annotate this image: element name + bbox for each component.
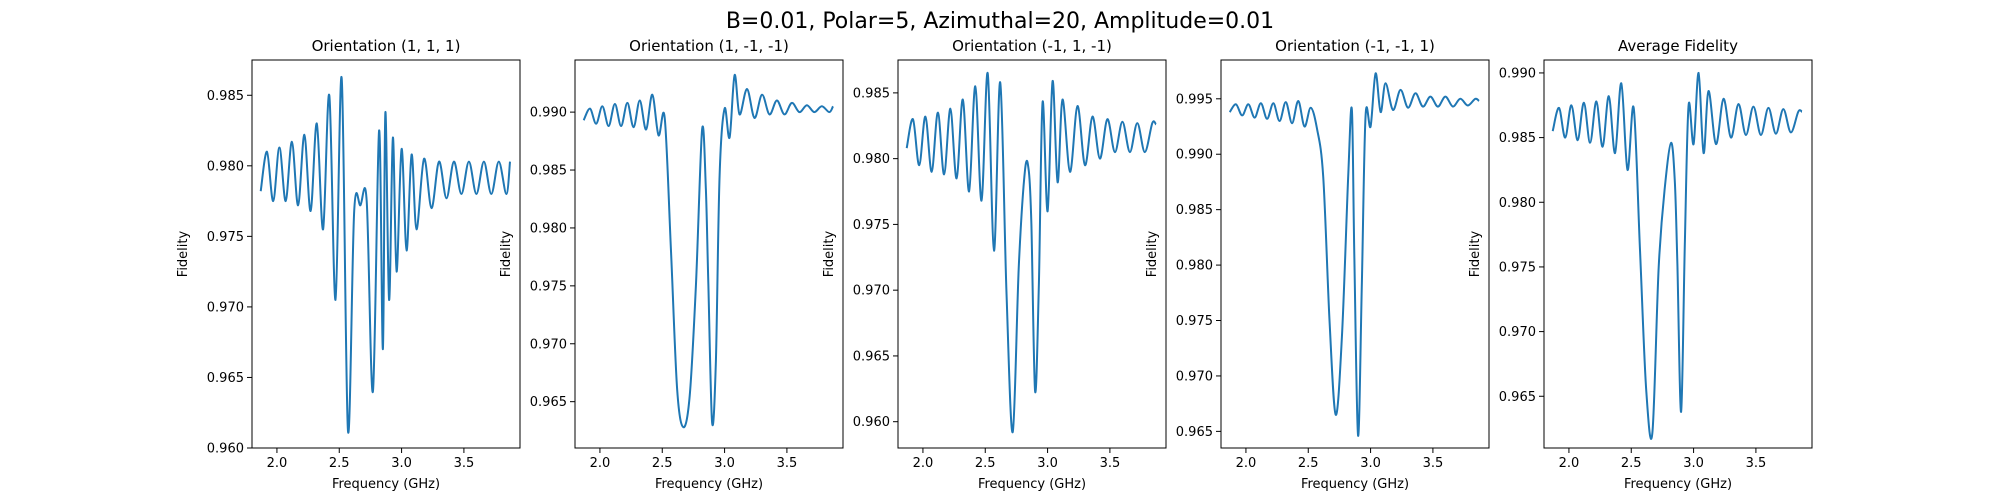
x-axis-label: Frequency (GHz): [1301, 477, 1409, 492]
y-tick-label: 0.965: [530, 395, 567, 410]
y-axis-label: Fidelity: [1468, 230, 1483, 277]
figure-suptitle: B=0.01, Polar=5, Azimuthal=20, Amplitude…: [726, 9, 1274, 34]
x-tick-label: 2.0: [267, 456, 288, 471]
y-tick-label: 0.965: [1176, 425, 1213, 440]
y-tick-label: 0.985: [530, 164, 567, 179]
series-line: [905, 72, 1157, 434]
x-tick-label: 2.5: [652, 456, 673, 471]
subplot-title: Orientation (-1, 1, -1): [952, 37, 1112, 55]
y-tick-label: 0.995: [1176, 92, 1213, 107]
y-tick-label: 0.960: [207, 442, 244, 457]
subplot-4: Orientation (-1, -1, 1) 2.0 2.5 3.0 3.5 0.965…: [1145, 37, 1490, 492]
y-axis-label: Fidelity: [1145, 230, 1160, 277]
y-tick-label: 0.980: [1176, 259, 1213, 274]
y-tick-label: 0.985: [1176, 203, 1213, 218]
subplot-title: Orientation (1, -1, -1): [629, 37, 789, 55]
y-axis-label: Fidelity: [499, 230, 514, 277]
y-tick-label: 0.980: [1499, 196, 1536, 211]
x-axis-label: Frequency (GHz): [332, 477, 440, 492]
y-tick-label: 0.960: [853, 415, 890, 430]
series-line: [1228, 72, 1480, 437]
x-tick-label: 2.5: [975, 456, 996, 471]
y-tick-label: 0.980: [207, 159, 244, 174]
y-tick-label: 0.980: [530, 221, 567, 236]
subplot-title: Average Fidelity: [1618, 37, 1738, 55]
y-tick-label: 0.985: [1499, 131, 1536, 146]
series-line: [582, 74, 834, 429]
x-tick-label: 3.0: [391, 456, 412, 471]
x-tick-label: 3.5: [1746, 456, 1767, 471]
subplot-grid: Orientation (1, 1, 1) 2.0 2.5 3.0 3.5 0.960 0.…: [176, 37, 1813, 492]
x-tick-label: 3.5: [1100, 456, 1121, 471]
y-tick-label: 0.965: [853, 349, 890, 364]
y-tick-label: 0.985: [853, 86, 890, 101]
x-tick-label: 2.0: [1559, 456, 1580, 471]
axes-frame: [251, 59, 521, 449]
y-tick-label: 0.970: [1176, 369, 1213, 384]
y-tick-label: 0.970: [1499, 325, 1536, 340]
subplot-2: Orientation (1, -1, -1) 2.0 2.5 3.0 3.5 0.965…: [499, 37, 844, 492]
axes-frame: [1543, 59, 1813, 449]
y-axis-label: Fidelity: [822, 230, 837, 277]
y-tick-label: 0.975: [1499, 260, 1536, 275]
y-tick-label: 0.970: [853, 284, 890, 299]
x-tick-label: 2.5: [329, 456, 350, 471]
x-axis-label: Frequency (GHz): [978, 477, 1086, 492]
y-tick-label: 0.990: [1499, 66, 1536, 81]
x-tick-label: 2.0: [590, 456, 611, 471]
series-line: [1551, 71, 1803, 440]
series-line: [259, 76, 511, 434]
x-tick-label: 2.0: [1236, 456, 1257, 471]
subplot-3: Orientation (-1, 1, -1) 2.0 2.5 3.0 3.5 0.960…: [822, 37, 1167, 492]
subplot-1: Orientation (1, 1, 1) 2.0 2.5 3.0 3.5 0.960 0.…: [176, 37, 521, 492]
axes-frame: [897, 59, 1167, 449]
y-tick-label: 0.975: [853, 218, 890, 233]
x-tick-label: 3.5: [1423, 456, 1444, 471]
x-tick-label: 3.5: [777, 456, 798, 471]
y-tick-label: 0.965: [207, 371, 244, 386]
axes-frame: [1220, 59, 1490, 449]
x-tick-label: 3.0: [1683, 456, 1704, 471]
x-tick-label: 2.5: [1298, 456, 1319, 471]
x-tick-label: 3.0: [714, 456, 735, 471]
y-tick-label: 0.970: [207, 300, 244, 315]
subplot-title: Orientation (-1, -1, 1): [1275, 37, 1435, 55]
x-tick-label: 3.0: [1037, 456, 1058, 471]
y-tick-label: 0.965: [1499, 390, 1536, 405]
x-tick-label: 2.5: [1621, 456, 1642, 471]
y-axis-label: Fidelity: [176, 230, 191, 277]
x-axis-label: Frequency (GHz): [655, 477, 763, 492]
x-tick-label: 3.0: [1360, 456, 1381, 471]
x-tick-label: 3.5: [454, 456, 475, 471]
x-axis-label: Frequency (GHz): [1624, 477, 1732, 492]
y-tick-label: 0.975: [207, 230, 244, 245]
y-tick-label: 0.990: [530, 106, 567, 121]
y-tick-label: 0.975: [530, 279, 567, 294]
y-tick-label: 0.975: [1176, 314, 1213, 329]
y-tick-label: 0.980: [853, 152, 890, 167]
subplot-title: Orientation (1, 1, 1): [312, 37, 461, 55]
axes-frame: [574, 59, 844, 449]
y-tick-label: 0.970: [530, 337, 567, 352]
subplot-5: Average Fidelity 2.0 2.5 3.0 3.5 0.965 0.970 0.…: [1468, 37, 1813, 492]
x-tick-label: 2.0: [913, 456, 934, 471]
y-tick-label: 0.990: [1176, 148, 1213, 163]
y-tick-label: 0.985: [207, 89, 244, 104]
